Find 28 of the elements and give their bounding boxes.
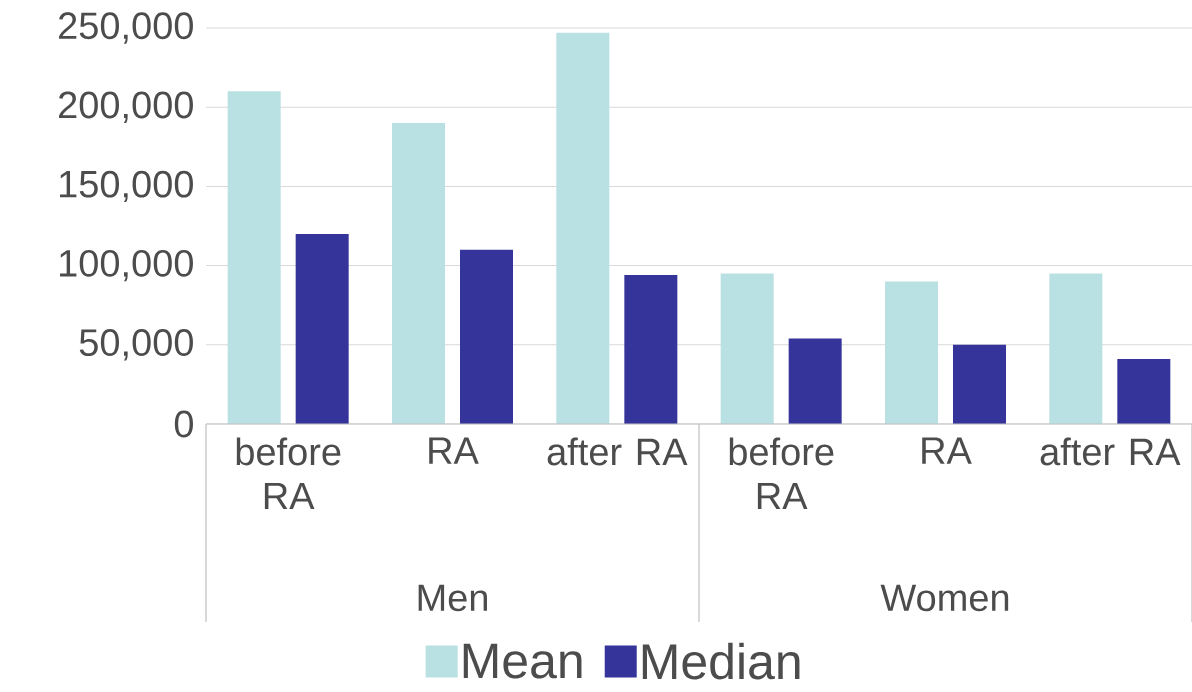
x-tick-label: RA	[429, 437, 479, 464]
y-tick-label: 200,000	[59, 91, 193, 123]
bar	[885, 281, 938, 424]
bar	[460, 249, 513, 424]
y-tick-label: 0	[174, 410, 193, 438]
bar	[1049, 273, 1103, 424]
bar	[295, 233, 349, 424]
x-tick-label: after RA	[1040, 437, 1181, 466]
y-tick-label: 100,000	[60, 249, 193, 282]
y-tick-label: 250,000	[59, 12, 193, 44]
legend-label: Mean	[463, 643, 582, 679]
y-tick-label: 50,000	[79, 329, 193, 361]
bar	[953, 344, 1006, 424]
x-tick-label: before RA	[729, 437, 834, 510]
legend-label: Median	[642, 642, 800, 680]
text: Men	[418, 584, 487, 612]
bar	[392, 123, 445, 424]
bar	[624, 275, 678, 424]
x-tick-label: before RA	[236, 437, 341, 510]
bar	[788, 338, 842, 424]
x-tick-label: RA	[922, 437, 972, 464]
y-tick-label: 150,000	[60, 170, 193, 203]
bar	[227, 91, 281, 424]
bar	[1117, 359, 1171, 424]
bar	[556, 32, 610, 424]
bar	[720, 273, 774, 424]
x-tick-label: after RA	[547, 437, 688, 466]
text: Women	[880, 584, 1009, 612]
